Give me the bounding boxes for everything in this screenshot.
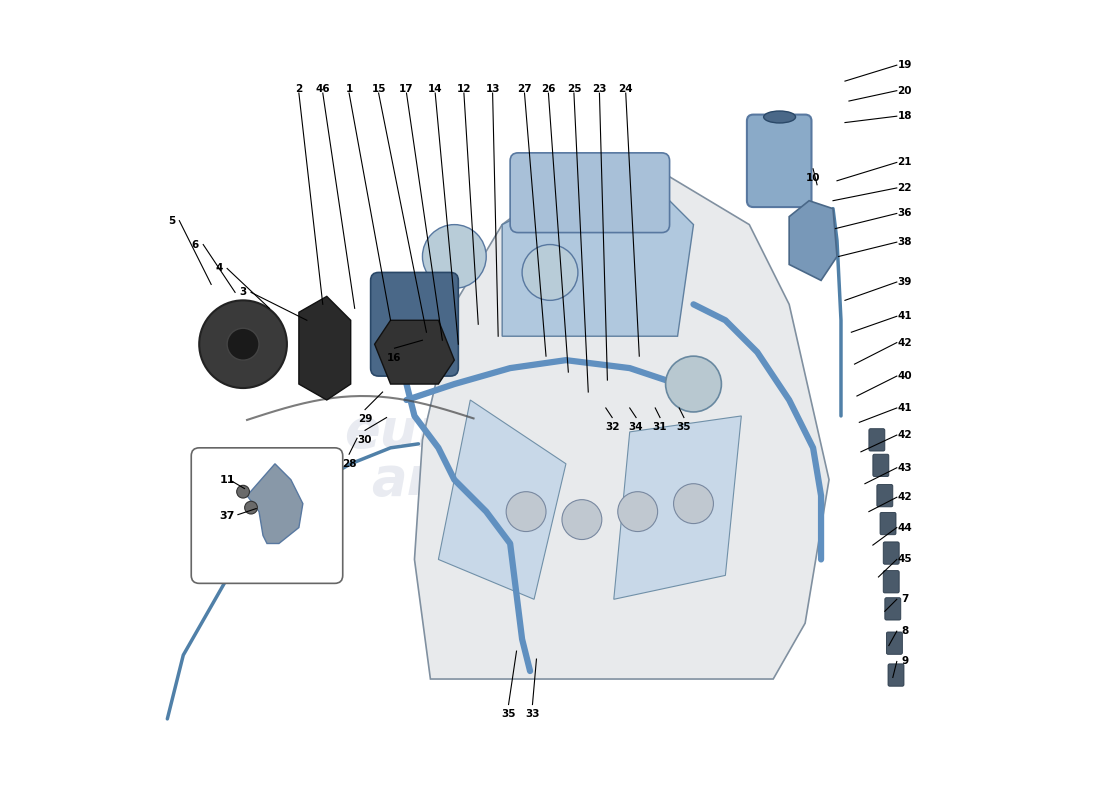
Circle shape [244,502,257,514]
Text: 27: 27 [517,84,531,94]
Text: 10: 10 [806,174,821,183]
FancyBboxPatch shape [873,454,889,477]
Text: 36: 36 [898,209,912,218]
Circle shape [199,300,287,388]
Text: 19: 19 [898,60,912,70]
Text: 33: 33 [525,709,540,719]
Text: 40: 40 [898,371,912,381]
Circle shape [506,492,546,531]
Text: 18: 18 [898,111,912,121]
Polygon shape [415,177,829,679]
FancyBboxPatch shape [747,114,812,207]
FancyBboxPatch shape [371,273,459,376]
Text: 14: 14 [428,84,442,94]
FancyBboxPatch shape [880,513,896,534]
Text: 8: 8 [901,626,909,636]
FancyBboxPatch shape [191,448,343,583]
Polygon shape [789,201,837,281]
Text: 35: 35 [502,709,516,719]
Text: 23: 23 [592,84,607,94]
Text: 31: 31 [652,422,668,432]
Circle shape [227,328,258,360]
Text: 4: 4 [216,263,223,274]
Text: 42: 42 [898,338,912,347]
Text: 24: 24 [618,84,632,94]
Polygon shape [299,296,351,400]
Text: 25: 25 [566,84,581,94]
Circle shape [618,492,658,531]
Text: 42: 42 [898,492,912,502]
Circle shape [562,500,602,539]
Text: 42: 42 [898,430,912,440]
Text: 39: 39 [898,277,912,287]
Text: 41: 41 [898,311,912,322]
Polygon shape [248,464,302,543]
FancyBboxPatch shape [883,570,899,593]
Text: 37: 37 [219,510,234,521]
Text: 46: 46 [316,84,330,94]
FancyBboxPatch shape [888,664,904,686]
Circle shape [522,245,578,300]
Text: 22: 22 [898,183,912,193]
Text: europ: europ [344,406,517,458]
FancyBboxPatch shape [884,598,901,620]
Text: 15: 15 [372,84,386,94]
FancyBboxPatch shape [869,429,884,451]
Text: 11: 11 [219,474,235,485]
FancyBboxPatch shape [510,153,670,233]
Text: 32: 32 [605,422,619,432]
Text: 30: 30 [358,435,372,445]
FancyBboxPatch shape [877,485,893,507]
Polygon shape [614,416,741,599]
Text: 2: 2 [295,84,302,94]
Text: 17: 17 [399,84,414,94]
Text: 20: 20 [898,86,912,96]
Text: 34: 34 [629,422,644,432]
Text: 44: 44 [898,522,912,533]
Text: 12: 12 [456,84,471,94]
Circle shape [673,484,714,523]
Text: 7: 7 [901,594,909,604]
Text: 26: 26 [541,84,556,94]
Text: 41: 41 [898,403,912,413]
Polygon shape [439,400,565,599]
FancyBboxPatch shape [883,542,899,564]
Text: 13: 13 [485,84,499,94]
Circle shape [666,356,722,412]
Text: 21: 21 [898,158,912,167]
Polygon shape [375,320,454,384]
Text: 29: 29 [358,414,372,424]
Text: 28: 28 [342,458,356,469]
Text: 5: 5 [167,216,175,226]
Text: 35: 35 [676,422,691,432]
Text: 9: 9 [901,657,909,666]
Text: 6: 6 [191,239,199,250]
Text: 43: 43 [898,462,912,473]
Text: 1: 1 [345,84,353,94]
Circle shape [422,225,486,288]
Text: arts: arts [372,454,490,506]
Ellipse shape [763,111,795,123]
Text: 3: 3 [240,287,246,298]
Circle shape [236,486,250,498]
Text: 38: 38 [898,237,912,247]
Text: 16: 16 [387,353,402,362]
FancyBboxPatch shape [887,632,902,654]
Polygon shape [503,193,693,336]
Text: 45: 45 [898,554,912,565]
